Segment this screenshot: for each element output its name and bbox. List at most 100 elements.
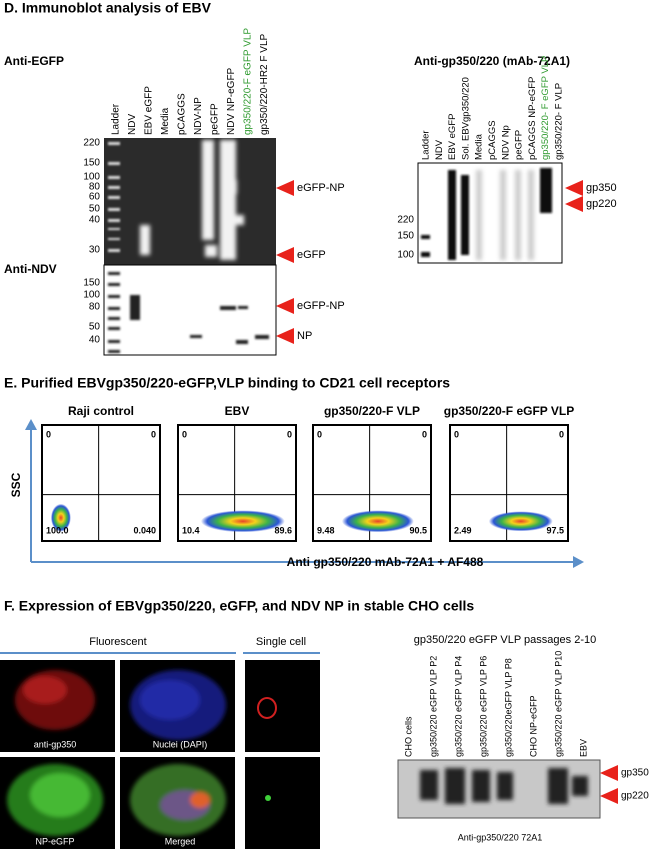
quadrant-value: 0 (287, 429, 292, 439)
event-cloud (488, 511, 553, 532)
band-arrow (276, 298, 294, 314)
panel-f-title: F. Expression of EBVgp350/220, eGFP, and… (4, 598, 474, 614)
plot-title: gp350/220-F VLP (324, 404, 420, 418)
lane-label: gp350/220- F eGFP VLP (540, 56, 551, 160)
band-arrow (276, 328, 294, 344)
image-label: Merged (165, 836, 196, 846)
marker-label: 100 (397, 250, 414, 261)
marker-label: 80 (89, 182, 101, 193)
band-arrow (565, 180, 583, 196)
blot-label: Anti-gp350/220 (mAb-72A1) (414, 54, 570, 68)
lane-label: Sol. EBVgp350/220 (460, 77, 471, 160)
x-axis-label: Anti gp350/220 mAb-72A1 + AF488 (287, 555, 484, 569)
lane-label: NDV NP-eGFP (226, 67, 237, 135)
lane-label: peGFP (210, 103, 221, 135)
lane-label: gp350/220-F eGFP VLP (243, 28, 254, 135)
band-label: eGFP-NP (297, 300, 345, 312)
quadrant-value: 0.040 (133, 525, 156, 535)
band-arrow (565, 196, 583, 212)
marker-label: 220 (397, 215, 414, 226)
marker-label: 220 (83, 138, 100, 149)
plot-title: EBV (225, 404, 250, 418)
marker-label: 150 (83, 278, 100, 289)
lane-label: Ladder (111, 103, 122, 135)
lane-label: gp350/220 eGFP VLP P10 (553, 651, 563, 757)
marker-label: 30 (89, 245, 101, 256)
quadrant-value: 10.4 (182, 525, 200, 535)
quadrant-value: 100.0 (46, 525, 69, 535)
gel-egfp (104, 138, 276, 265)
gel-passages (397, 759, 601, 819)
quadrant-value: 89.6 (274, 525, 292, 535)
marker-label: 40 (89, 335, 101, 346)
lane-label: NDV Np (500, 125, 511, 160)
image-label: Nuclei (DAPI) (153, 739, 208, 749)
quadrant-value: 0 (46, 429, 51, 439)
lane-label: pCAGGS (177, 93, 188, 135)
lane-label: Media (160, 107, 171, 135)
band-arrow (276, 180, 294, 196)
band-label: NP (297, 330, 312, 342)
band-label: gp350 (586, 182, 617, 194)
marker-label: 80 (89, 302, 101, 313)
quadrant-value: 90.5 (409, 525, 427, 535)
quadrant-value: 2.49 (454, 525, 472, 535)
band-label: gp350 (621, 768, 649, 779)
quadrant-value: 0 (151, 429, 156, 439)
lane-label: pCAGGS (487, 120, 498, 160)
lane-label: CHO cells (403, 716, 413, 757)
marker-label: 150 (83, 158, 100, 169)
event-cloud (200, 510, 285, 533)
band-arrow (600, 788, 618, 804)
blot-label: Anti-NDV (4, 262, 57, 276)
lane-label: NDV (127, 114, 138, 135)
panel-e-title: E. Purified EBVgp350/220-eGFP,VLP bindin… (4, 375, 450, 391)
quadrant-value: 0 (454, 429, 459, 439)
image-label: NP-eGFP (35, 836, 74, 846)
panel-d-title: D. Immunoblot analysis of EBV (4, 0, 212, 16)
band-label: eGFP-NP (297, 182, 345, 194)
band-label: eGFP (297, 249, 326, 261)
event-cloud (50, 503, 71, 532)
marker-label: 50 (89, 322, 101, 333)
band-label: gp220 (586, 198, 617, 210)
marker-label: 100 (83, 172, 100, 183)
lane-label: pCAGGS NP-eGFP (527, 77, 538, 160)
marker-label: 100 (83, 290, 100, 301)
blot-title: gp350/220 eGFP VLP passages 2-10 (414, 634, 596, 646)
blot-caption: Anti-gp350/220 72A1 (458, 832, 543, 842)
lane-label: Ladder (421, 130, 432, 160)
band-label: gp220 (621, 791, 649, 802)
quadrant-value: 9.48 (317, 525, 335, 535)
lane-label: EBV (578, 739, 588, 757)
quadrant-value: 0 (317, 429, 322, 439)
lane-label: NDV-NP (193, 97, 204, 135)
band-arrow (600, 765, 618, 781)
lane-label: EBV eGFP (447, 114, 458, 160)
marker-label: 60 (89, 192, 101, 203)
lane-label: gp350/220-HR2 F VLP (259, 33, 270, 135)
lane-label: EBV eGFP (144, 86, 155, 135)
lane-label: gp350/220 eGFP VLP P4 (453, 656, 463, 757)
gel-ndv (103, 264, 277, 356)
quadrant-value: 0 (182, 429, 187, 439)
lane-label: NDV (434, 139, 445, 160)
plot-title: Raji control (68, 404, 134, 418)
marker-label: 40 (89, 215, 101, 226)
lane-label: CHO NP-eGFP (528, 695, 538, 757)
quadrant-value: 0 (559, 429, 564, 439)
event-cloud (341, 510, 414, 533)
lane-label: peGFP (514, 130, 525, 160)
image-header: Fluorescent (89, 636, 146, 648)
marker-label: 150 (397, 231, 414, 242)
lane-label: gp350/220- F VLP (554, 83, 565, 160)
marker-label: 50 (89, 204, 101, 215)
plot-title: gp350/220-F eGFP VLP (444, 404, 575, 418)
blot-label: Anti-EGFP (4, 54, 64, 68)
lane-label: gp350/220eGFP VLP P8 (503, 658, 513, 757)
quadrant-value: 0 (422, 429, 427, 439)
image-header: Single cell (256, 636, 306, 648)
y-axis-label: SSC (9, 472, 23, 497)
micrographs (0, 660, 320, 849)
